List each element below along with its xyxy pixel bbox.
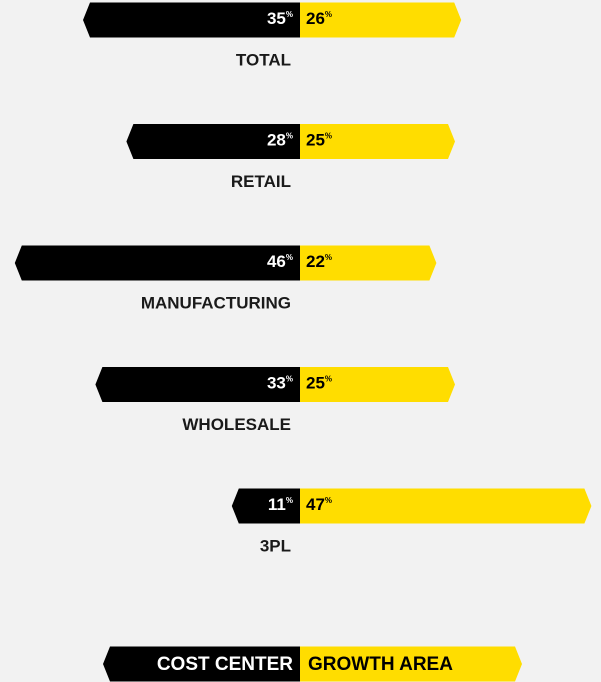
value-label: 25%	[306, 131, 332, 150]
value-label: 26%	[306, 9, 332, 28]
legend-label: GROWTH AREA	[308, 654, 453, 675]
unit: %	[286, 132, 293, 141]
legend-swatch	[300, 646, 522, 682]
value-label: 47%	[306, 495, 332, 514]
value: 33	[267, 374, 286, 393]
unit: %	[286, 375, 293, 384]
value: 46	[267, 252, 286, 271]
unit: %	[325, 375, 332, 384]
bar	[14, 245, 301, 281]
unit: %	[286, 253, 293, 262]
value: 11	[268, 495, 286, 514]
bar	[231, 488, 300, 524]
legend-label: COST CENTER	[157, 654, 293, 675]
value: 25	[306, 374, 325, 393]
unit: %	[286, 496, 293, 505]
value-label: 28%	[267, 131, 293, 150]
category-label: 3PL	[260, 536, 291, 555]
unit: %	[325, 253, 332, 262]
value: 26	[306, 9, 325, 28]
bar	[300, 367, 455, 402]
unit: %	[325, 132, 332, 141]
bar	[300, 245, 437, 281]
bar	[95, 367, 301, 402]
unit: %	[325, 10, 332, 19]
unit: %	[286, 10, 293, 19]
category-label: RETAIL	[231, 172, 291, 191]
unit: %	[325, 496, 332, 505]
value-label: 46%	[267, 252, 293, 271]
bar	[83, 2, 300, 38]
value: 35	[267, 9, 286, 28]
category-label: MANUFACTURING	[141, 293, 291, 312]
category-label: WHOLESALE	[182, 415, 291, 434]
value: 25	[306, 131, 325, 150]
bar	[300, 124, 455, 159]
bar	[126, 124, 301, 159]
value: 22	[306, 252, 325, 271]
value-label: 33%	[267, 374, 293, 393]
value-label: 35%	[267, 9, 293, 28]
value-label: 11%	[268, 495, 293, 514]
value: 28	[267, 131, 286, 150]
value-label: 25%	[306, 374, 332, 393]
bar	[300, 2, 462, 38]
legend-swatch	[103, 646, 300, 682]
bar	[300, 488, 592, 524]
value-label: 22%	[306, 252, 332, 271]
value: 47	[306, 495, 325, 514]
category-label: TOTAL	[236, 50, 291, 69]
